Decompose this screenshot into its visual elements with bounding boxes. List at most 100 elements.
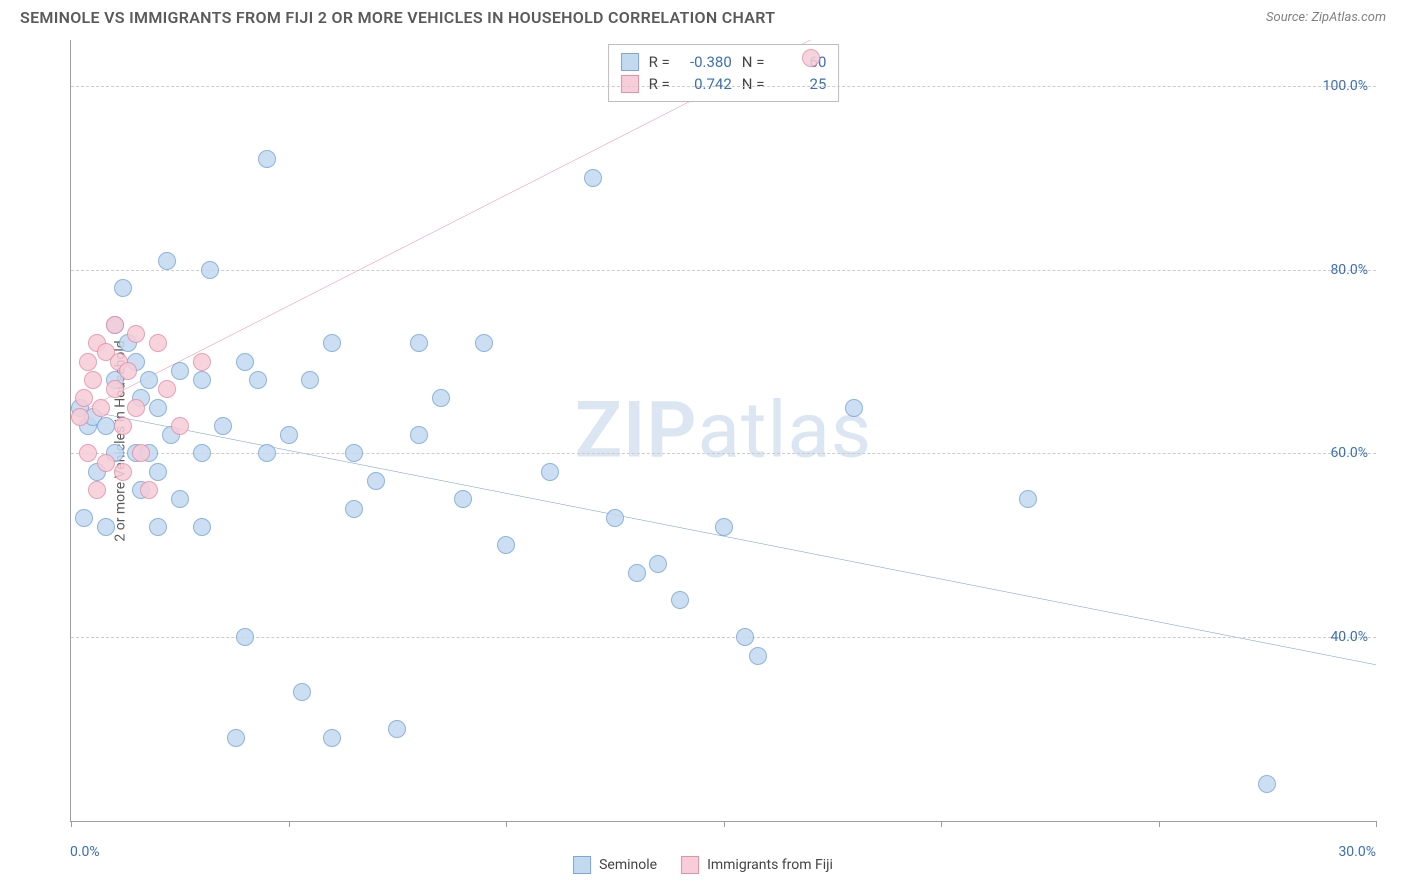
data-point: [584, 169, 602, 187]
data-point: [97, 518, 115, 536]
data-point: [454, 490, 472, 508]
source-attribution: Source: ZipAtlas.com: [1266, 10, 1386, 25]
x-tick: [1376, 821, 1377, 827]
data-point: [158, 380, 176, 398]
data-point: [301, 371, 319, 389]
legend-item: Immigrants from Fiji: [681, 856, 833, 874]
data-point: [97, 454, 115, 472]
data-point: [323, 334, 341, 352]
data-point: [171, 490, 189, 508]
data-point: [171, 417, 189, 435]
data-point: [193, 353, 211, 371]
data-point: [736, 628, 754, 646]
data-point: [715, 518, 733, 536]
data-point: [345, 500, 363, 518]
data-point: [79, 444, 97, 462]
data-point: [114, 279, 132, 297]
y-tick-label: 100.0%: [1323, 78, 1368, 94]
data-point: [649, 555, 667, 573]
y-tick-label: 60.0%: [1330, 445, 1368, 461]
data-point: [92, 399, 110, 417]
data-point: [193, 518, 211, 536]
legend-swatch: [573, 856, 591, 874]
data-point: [88, 481, 106, 499]
correlation-row: R = 0.742 N = 25: [621, 73, 827, 95]
header: SEMINOLE VS IMMIGRANTS FROM FIJI 2 OR MO…: [0, 0, 1406, 31]
data-point: [193, 371, 211, 389]
x-tick: [724, 821, 725, 827]
x-tick: [1159, 821, 1160, 827]
watermark-zip: ZIP: [575, 385, 698, 476]
data-point: [671, 591, 689, 609]
plot-area: ZIPatlas R =-0.380N =60R =0.742N =25 40.…: [70, 40, 1376, 822]
source-name: ZipAtlas.com: [1311, 10, 1386, 25]
data-point: [75, 509, 93, 527]
legend-label: Immigrants from Fiji: [707, 857, 833, 873]
data-point: [84, 371, 102, 389]
y-tick-label: 80.0%: [1330, 262, 1368, 278]
data-point: [106, 316, 124, 334]
data-point: [114, 463, 132, 481]
legend-swatch: [681, 856, 699, 874]
chart-container: 2 or more Vehicles in Household ZIPatlas…: [20, 40, 1386, 842]
data-point: [628, 564, 646, 582]
data-point: [97, 417, 115, 435]
n-label: N =: [742, 75, 765, 93]
data-point: [410, 334, 428, 352]
data-point: [475, 334, 493, 352]
chart-title: SEMINOLE VS IMMIGRANTS FROM FIJI 2 OR MO…: [20, 8, 775, 27]
data-point: [345, 444, 363, 462]
data-point: [127, 399, 145, 417]
data-point: [1019, 490, 1037, 508]
data-point: [410, 426, 428, 444]
r-value: -0.380: [680, 53, 732, 71]
data-point: [497, 536, 515, 554]
x-axis-min-label: 0.0%: [70, 844, 100, 860]
data-point: [193, 444, 211, 462]
series-legend: SeminoleImmigrants from Fiji: [573, 856, 833, 874]
data-point: [158, 252, 176, 270]
data-point: [845, 399, 863, 417]
data-point: [323, 729, 341, 747]
data-point: [140, 481, 158, 499]
y-tick-label: 40.0%: [1330, 629, 1368, 645]
data-point: [388, 720, 406, 738]
gridline: [71, 270, 1376, 271]
r-label: R =: [649, 75, 670, 93]
data-point: [75, 389, 93, 407]
data-point: [541, 463, 559, 481]
gridline: [71, 86, 1376, 87]
data-point: [367, 472, 385, 490]
data-point: [236, 628, 254, 646]
r-label: R =: [649, 53, 670, 71]
data-point: [149, 518, 167, 536]
r-value: 0.742: [680, 75, 732, 93]
data-point: [1258, 775, 1276, 793]
source-prefix: Source:: [1266, 10, 1311, 25]
data-point: [201, 261, 219, 279]
data-point: [119, 362, 137, 380]
series-swatch: [621, 75, 639, 93]
data-point: [236, 353, 254, 371]
data-point: [606, 509, 624, 527]
x-tick: [506, 821, 507, 827]
data-point: [432, 389, 450, 407]
x-tick: [941, 821, 942, 827]
data-point: [293, 683, 311, 701]
data-point: [149, 463, 167, 481]
watermark-atlas: atlas: [698, 385, 873, 476]
n-value: 25: [774, 75, 826, 93]
data-point: [114, 417, 132, 435]
data-point: [280, 426, 298, 444]
data-point: [149, 399, 167, 417]
data-point: [140, 371, 158, 389]
correlation-row: R =-0.380N =60: [621, 51, 827, 73]
watermark: ZIPatlas: [575, 385, 872, 476]
data-point: [106, 380, 124, 398]
data-point: [258, 444, 276, 462]
data-point: [71, 408, 89, 426]
data-point: [249, 371, 267, 389]
data-point: [171, 362, 189, 380]
data-point: [258, 150, 276, 168]
n-label: N =: [742, 53, 765, 71]
